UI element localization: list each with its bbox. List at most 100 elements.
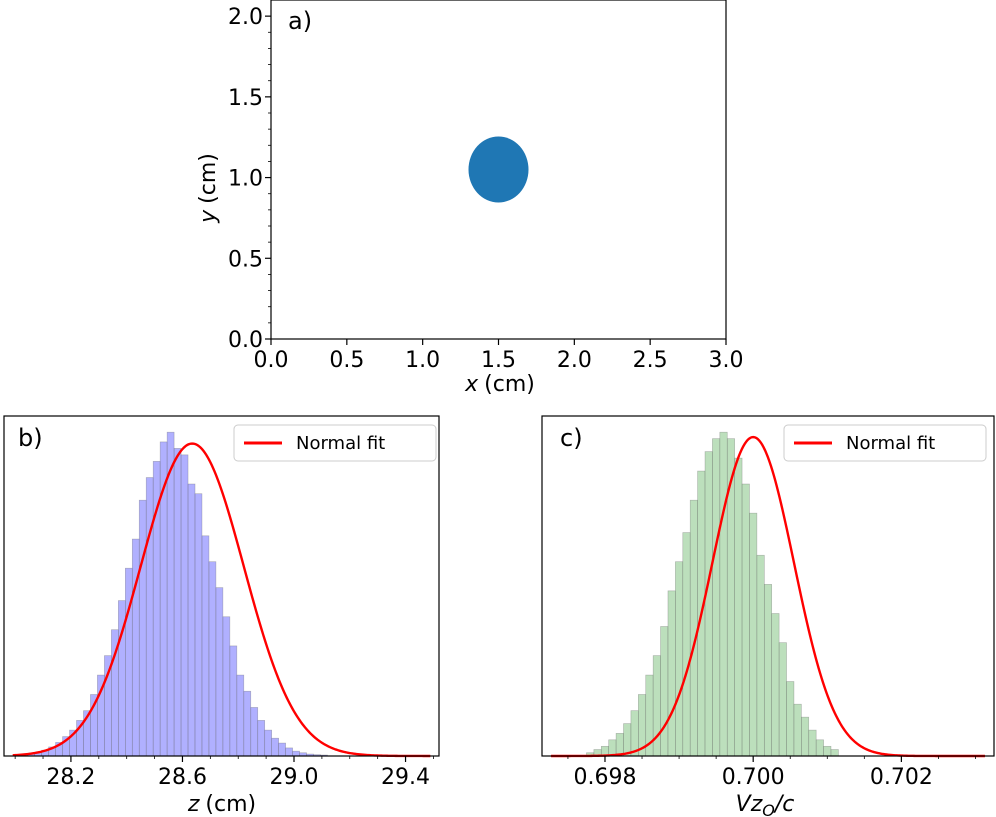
x-axis-variable: x [464, 372, 479, 397]
histogram-bar [243, 690, 252, 757]
histogram-bar [830, 749, 839, 757]
histogram-bar [749, 512, 758, 757]
normal-fit-curve [12, 442, 431, 758]
histogram-bar [660, 626, 669, 757]
x-tick-label: 3.0 [709, 348, 744, 373]
histogram-bar [763, 584, 773, 757]
x-axis-unit: (cm) [484, 372, 535, 397]
histogram-bar [823, 745, 832, 757]
x-tick-label: 28.6 [158, 765, 207, 790]
legend-text: Normal fit [846, 433, 935, 454]
histogram-bar [801, 716, 810, 757]
panel-b: 28.2 28.6 29.0 29.4 b) Normal fit z (cm) [3, 415, 440, 817]
x-tick-label: 0.700 [722, 765, 785, 790]
x-axis-ticks: 0.698 0.700 0.702 [567, 756, 976, 790]
histogram-bar [264, 729, 272, 757]
x-axis-unit: /c [773, 792, 795, 817]
histogram-bar [667, 590, 676, 757]
legend: Normal fit [783, 424, 987, 462]
x-tick-label: 29.4 [381, 765, 430, 790]
histogram-bar [808, 729, 817, 757]
x-tick-label: 2.0 [557, 348, 592, 373]
panel-label: c) [560, 424, 583, 452]
histogram-bar [229, 645, 238, 757]
histogram-bar [145, 477, 154, 757]
histogram-bar [173, 448, 182, 757]
histogram-bar [675, 561, 684, 757]
x-axis-label: VzO/c [736, 792, 795, 817]
x-axis-label: z (cm) [187, 792, 256, 817]
y-axis-label: y (cm) [196, 153, 221, 224]
scatter-point [468, 136, 529, 203]
x-tick-label: 29.0 [270, 765, 319, 790]
histogram-bar [652, 655, 661, 757]
histogram-bar [257, 720, 266, 757]
plot-frame [3, 415, 440, 757]
histogram-bar [741, 483, 750, 757]
x-axis-subscript: O [762, 801, 775, 817]
histogram-bar [222, 616, 231, 757]
legend-text: Normal fit [296, 433, 385, 454]
histogram-bar [771, 613, 780, 757]
panel-label: b) [18, 424, 43, 452]
histogram-bar [623, 723, 632, 757]
plot-frame [541, 415, 995, 757]
histogram-bar [292, 750, 300, 757]
histogram-bar [138, 499, 147, 757]
y-axis-unit: (cm) [196, 153, 221, 204]
panel-a: 0.0 0.5 1.0 1.5 2.0 2.5 3.0 0.0 0.5 1.0 1.5 2.0 a)… [196, 0, 744, 397]
y-tick-label: 1.5 [228, 86, 263, 111]
histogram-bar [712, 438, 721, 757]
histogram-bar [815, 739, 824, 757]
histogram-bar [215, 587, 224, 757]
legend: Normal fit [233, 424, 437, 462]
legend-box [233, 424, 437, 462]
histogram-bar [250, 707, 259, 757]
scatter-marks [468, 136, 529, 203]
x-axis-variable: Vz [736, 792, 763, 817]
y-axis-ticks: 0.0 0.5 1.0 1.5 2.0 [228, 5, 271, 353]
x-tick-label: 0.5 [329, 348, 364, 373]
histogram-bar [778, 642, 787, 757]
histogram-bar [704, 451, 713, 757]
histogram-bar [180, 454, 189, 757]
histogram-bar [208, 561, 217, 757]
legend-box [783, 424, 987, 462]
x-axis-ticks: 0.0 0.5 1.0 1.5 2.0 2.5 3.0 [254, 339, 744, 373]
x-axis-ticks: 28.2 28.6 29.0 29.4 [14, 756, 434, 790]
x-axis-unit: (cm) [205, 792, 256, 817]
histogram-bars [20, 431, 328, 757]
x-tick-label: 0.702 [870, 765, 933, 790]
histogram-bar [166, 431, 175, 757]
x-axis-variable: z [187, 792, 200, 817]
x-tick-label: 28.2 [46, 765, 95, 790]
histogram-bar [786, 681, 795, 757]
histogram-bar [719, 431, 728, 757]
x-tick-label: 0.0 [254, 348, 289, 373]
y-tick-label: 2.0 [228, 5, 263, 30]
y-axis-variable: y [196, 209, 221, 224]
histogram-bar [194, 493, 203, 757]
histogram-bar [689, 499, 698, 757]
x-tick-label: 1.5 [481, 348, 516, 373]
histogram-bar [285, 747, 293, 757]
panel-c: 0.698 0.700 0.702 c) Normal fit VzO/c [541, 415, 995, 817]
histogram-bar [734, 457, 743, 757]
y-tick-label: 0.5 [228, 247, 263, 272]
histogram-bar [278, 742, 286, 757]
x-tick-label: 2.5 [633, 348, 668, 373]
histogram-bar [271, 737, 279, 757]
y-tick-label: 0.0 [228, 328, 263, 353]
histogram-bar [793, 703, 802, 757]
histogram-bar [756, 554, 765, 757]
x-tick-label: 0.698 [573, 765, 636, 790]
histogram-bar [201, 535, 210, 757]
histogram-bar [236, 674, 245, 757]
histogram-bar [615, 733, 624, 757]
y-tick-label: 1.0 [228, 167, 263, 192]
histogram-bar [187, 483, 196, 757]
panel-label: a) [288, 7, 312, 35]
histogram-bar [608, 739, 617, 757]
x-axis-label: x (cm) [464, 372, 535, 397]
